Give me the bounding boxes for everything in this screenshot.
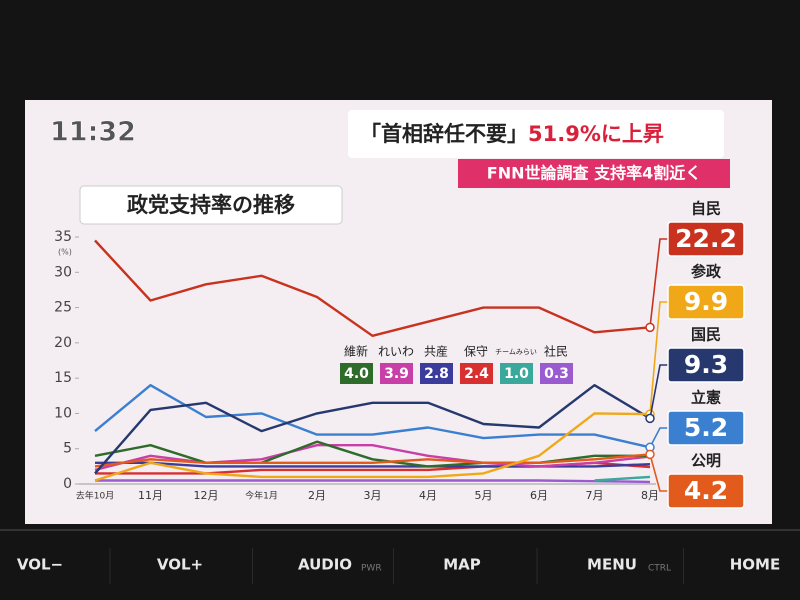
subheadline-box xyxy=(458,159,730,188)
x-tick-label: 去年10月 xyxy=(76,490,114,502)
series-line xyxy=(94,384,651,449)
button-label[interactable]: MAP xyxy=(443,556,481,574)
legend-swatch xyxy=(380,363,413,384)
legend-name: 社民 xyxy=(544,344,568,359)
value-label: 9.9 xyxy=(684,287,728,316)
legend-name: れいわ xyxy=(378,345,414,359)
leader-line xyxy=(649,301,668,415)
legend-swatch xyxy=(500,363,533,384)
legend-name: 共産 xyxy=(424,344,448,359)
y-tick-label: 0 xyxy=(63,476,72,492)
leader-line xyxy=(649,238,668,328)
legend-name: 公明 xyxy=(691,452,721,470)
x-tick-label: 6月 xyxy=(530,489,548,502)
legend-swatch xyxy=(460,363,493,384)
subheadline: FNN世論調査 支持率4割近く xyxy=(487,164,701,183)
legend-value: 3.9 xyxy=(384,366,409,382)
leader-line xyxy=(649,427,668,448)
y-tick-label: 35 xyxy=(54,229,72,245)
end-point xyxy=(645,449,655,460)
series-line xyxy=(594,475,651,482)
y-tick-label: 30 xyxy=(54,264,72,280)
leader-line xyxy=(649,454,668,492)
leader-line xyxy=(649,364,668,419)
x-tick-label: 5月 xyxy=(475,489,493,502)
legend-value: 2.8 xyxy=(424,366,449,382)
legend-value: 1.0 xyxy=(504,366,529,382)
legend-name: 立憲 xyxy=(691,389,721,407)
chart-title-box xyxy=(79,185,343,225)
value-box xyxy=(667,347,745,383)
value-label: 9.3 xyxy=(684,350,728,379)
plot: 0 5 10 15 20 25 30 35 去年10月 11月 12月 今年1月 2月 3月 4月 5月 6月 7… xyxy=(54,200,745,509)
headline: 「首相辞任不要」51.9%に上昇 xyxy=(360,122,664,146)
button-sub: CTRL xyxy=(648,564,671,574)
series-line xyxy=(94,453,651,468)
button-label[interactable]: AUDIO xyxy=(298,556,352,574)
chart-title: 政党支持率の推移 xyxy=(127,193,295,217)
legend-name: 維新 xyxy=(344,344,368,359)
value-label: 4.2 xyxy=(684,476,728,505)
headline-box xyxy=(348,110,724,158)
x-tick-label: 2月 xyxy=(308,489,326,502)
y-tick-label: 15 xyxy=(54,370,72,386)
headline-part: 51.9%に上昇 xyxy=(528,122,664,146)
button-bar: VOL− VOL+ AUDIO PWR MAP MENU CTRL HOME xyxy=(17,548,780,584)
legend-swatch xyxy=(420,363,453,384)
y-tick-label: 5 xyxy=(63,441,72,457)
button-label[interactable]: HOME xyxy=(730,556,780,574)
y-tick-label: 20 xyxy=(54,335,72,351)
end-point xyxy=(645,322,655,333)
value-box xyxy=(667,473,745,509)
x-tick-label: 12月 xyxy=(194,489,219,502)
x-tick-label: 3月 xyxy=(364,489,382,502)
button-sub: PWR xyxy=(361,564,382,574)
series-line xyxy=(94,412,651,482)
series-line xyxy=(94,239,651,337)
legend-swatch xyxy=(540,363,573,384)
series-line xyxy=(94,384,651,475)
button-label[interactable]: VOL− xyxy=(17,556,63,574)
series-line xyxy=(95,479,651,484)
x-tick-label: 今年1月 xyxy=(245,490,278,502)
value-box xyxy=(667,221,745,257)
legend-name: 自民 xyxy=(691,200,721,218)
legend-swatch xyxy=(340,363,373,384)
legend-name: チームみらい xyxy=(495,348,537,356)
value-box xyxy=(667,284,745,320)
value-box xyxy=(667,410,745,446)
legend-value: 4.0 xyxy=(344,366,369,382)
x-tick-label: 11月 xyxy=(138,489,163,502)
y-tick-label: 10 xyxy=(54,405,72,421)
y-unit: (%) xyxy=(58,248,72,257)
legend-value: 2.4 xyxy=(464,366,489,382)
clock: 11:32 xyxy=(50,117,136,148)
end-point xyxy=(645,413,655,424)
value-label: 22.2 xyxy=(675,224,737,253)
button-label[interactable]: MENU xyxy=(587,556,637,574)
button-label[interactable]: VOL+ xyxy=(157,556,203,574)
x-tick-label: 4月 xyxy=(419,489,437,502)
legend-name: 保守 xyxy=(464,345,488,359)
x-tick-label: 7月 xyxy=(586,489,604,502)
headline-part: 「首相辞任不要」 xyxy=(360,122,528,146)
value-label: 5.2 xyxy=(684,413,728,442)
legend-value: 0.3 xyxy=(544,366,569,382)
legend-name: 国民 xyxy=(691,326,721,344)
y-tick-label: 25 xyxy=(54,300,72,316)
x-tick-label: 8月 xyxy=(641,489,659,502)
legend-name: 参政 xyxy=(691,263,722,281)
